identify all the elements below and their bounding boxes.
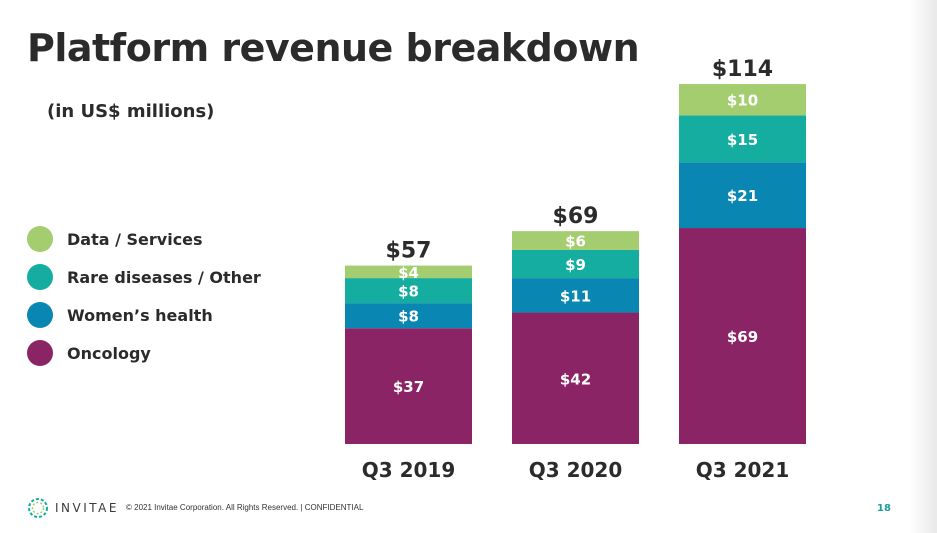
page-number: 18 [877,503,891,514]
legend-item-womens-health: Women’s health [27,296,261,334]
invitae-logo-icon [28,498,48,518]
bar-label-rare-diseases-other-q3-2020: $9 [565,256,586,274]
bar-label-oncology-q3-2021: $69 [727,328,758,346]
legend-item-oncology: Oncology [27,334,261,372]
total-label-q3-2021: $114 [712,57,773,82]
bar-oncology-q3-2021 [679,228,806,444]
legend-label-rare-diseases: Rare diseases / Other [67,267,261,287]
category-label-q3-2019: Q3 2019 [362,458,456,482]
chart-legend: Data / Services Rare diseases / Other Wo… [27,220,261,372]
bar-data-services-q3-2019 [345,265,472,279]
legend-label-womens-health: Women’s health [67,305,213,325]
bar-oncology-q3-2019 [345,328,472,444]
legend-swatch-rare-diseases [27,264,53,290]
bar-label-oncology-q3-2020: $42 [560,370,591,388]
footer-copyright: © 2021 Invitae Corporation. All Rights R… [126,503,364,512]
footer-brand: INVITAE [55,501,119,515]
bar-oncology-q3-2020 [512,312,639,444]
bar-label-data-services-q3-2019: $4 [398,264,419,282]
category-label-q3-2021: Q3 2021 [696,458,790,482]
bar-label-oncology-q3-2019: $37 [393,378,424,396]
slide-title: Platform revenue breakdown [27,26,640,70]
bar-data-services-q3-2020 [512,231,639,250]
legend-item-rare-diseases: Rare diseases / Other [27,258,261,296]
bar-label-women-s-health-q3-2021: $21 [727,187,758,205]
total-label-q3-2019: $57 [386,239,432,264]
bar-women-s-health-q3-2020 [512,278,639,313]
legend-swatch-oncology [27,340,53,366]
bar-label-women-s-health-q3-2020: $11 [560,287,591,305]
footer-logo: INVITAE [27,497,119,519]
bar-label-data-services-q3-2020: $6 [565,233,586,251]
bar-rare-diseases-other-q3-2021 [679,115,806,163]
bar-rare-diseases-other-q3-2020 [512,249,639,279]
slide-subtitle: (in US$ millions) [47,101,215,122]
bar-label-rare-diseases-other-q3-2019: $8 [398,283,419,301]
bar-rare-diseases-other-q3-2019 [345,278,472,304]
bar-women-s-health-q3-2019 [345,303,472,329]
category-label-q3-2020: Q3 2020 [529,458,623,482]
bar-label-women-s-health-q3-2019: $8 [398,308,419,326]
slide-edge-shadow [909,0,937,533]
legend-label-oncology: Oncology [67,343,151,363]
total-label-q3-2020: $69 [553,204,599,229]
legend-swatch-data-services [27,226,53,252]
legend-item-data-services: Data / Services [27,220,261,258]
legend-label-data-services: Data / Services [67,229,203,249]
bar-label-rare-diseases-other-q3-2021: $15 [727,131,758,149]
bar-data-services-q3-2021 [679,84,806,116]
bar-women-s-health-q3-2021 [679,162,806,229]
legend-swatch-womens-health [27,302,53,328]
bar-label-data-services-q3-2021: $10 [727,92,758,110]
